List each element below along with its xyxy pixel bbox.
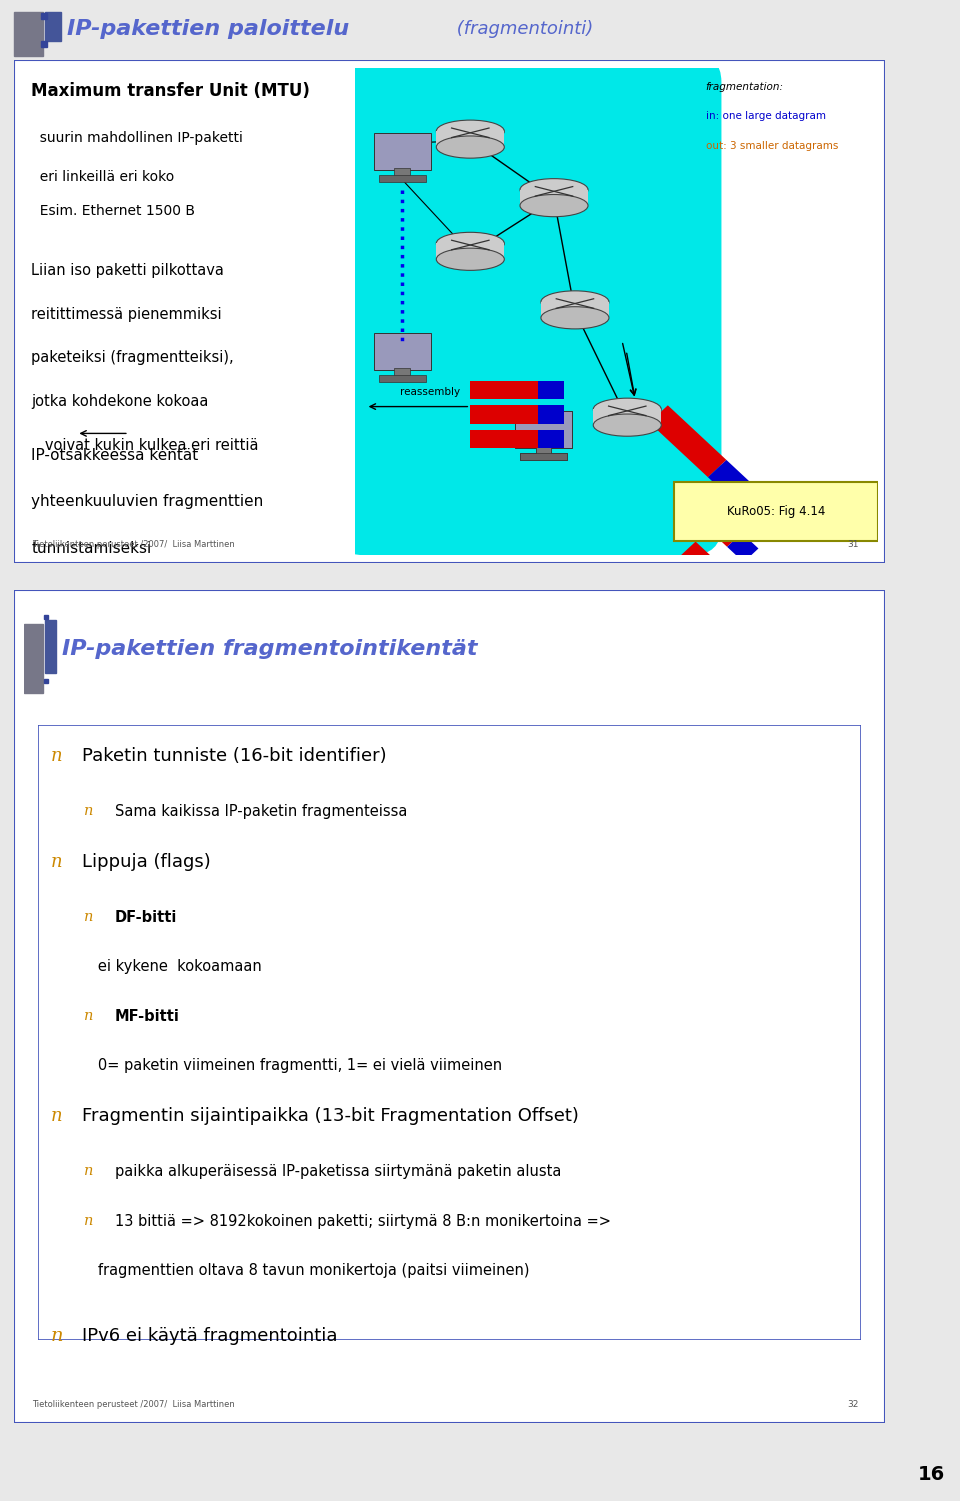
Text: Fragmentin sijaintipaikka (13-bit Fragmentation Offset): Fragmentin sijaintipaikka (13-bit Fragme… — [82, 1108, 579, 1126]
Text: paikka alkuperäisessä IP-paketissa siirtymänä paketin alusta: paikka alkuperäisessä IP-paketissa siirt… — [115, 1165, 562, 1180]
Bar — [395, 168, 410, 177]
Text: n: n — [84, 1165, 93, 1178]
Text: 0= paketin viimeinen fragmentti, 1= ei vielä viimeinen: 0= paketin viimeinen fragmentti, 1= ei v… — [84, 1058, 502, 1073]
Text: reitittimessä pienemmiksi: reitittimessä pienemmiksi — [32, 306, 222, 321]
Text: out: 3 smaller datagrams: out: 3 smaller datagrams — [706, 141, 838, 150]
Text: n: n — [51, 853, 62, 871]
Bar — [727, 533, 758, 563]
Text: in: one large datagram: in: one large datagram — [706, 111, 826, 122]
Bar — [515, 411, 572, 447]
Text: n: n — [51, 1108, 62, 1126]
Text: n: n — [84, 803, 93, 818]
Text: fragmenttien oltava 8 tavun monikertoja (paitsi viimeinen): fragmenttien oltava 8 tavun monikertoja … — [84, 1262, 529, 1277]
Text: IP-pakettien fragmentointikentät: IP-pakettien fragmentointikentät — [62, 639, 478, 659]
Text: DF-bitti: DF-bitti — [115, 910, 178, 925]
Text: 13 bittiä => 8192kokoinen paketti; siirtymä 8 B:n monikertoina =>: 13 bittiä => 8192kokoinen paketti; siirt… — [115, 1214, 611, 1229]
FancyBboxPatch shape — [334, 53, 722, 555]
Bar — [536, 446, 551, 455]
Text: ei kykene  kokoamaan: ei kykene kokoamaan — [84, 959, 261, 974]
Bar — [395, 368, 410, 377]
Bar — [539, 429, 564, 447]
Text: Maximum transfer Unit (MTU): Maximum transfer Unit (MTU) — [32, 83, 310, 101]
Ellipse shape — [436, 248, 504, 270]
Text: n: n — [51, 1327, 63, 1345]
FancyBboxPatch shape — [38, 725, 861, 1340]
Text: 31: 31 — [848, 540, 859, 549]
Text: 16: 16 — [918, 1465, 945, 1484]
FancyBboxPatch shape — [14, 590, 885, 1423]
Text: eri linkeillä eri koko: eri linkeillä eri koko — [32, 170, 175, 185]
Text: Sama kaikissa IP-paketin fragmenteissa: Sama kaikissa IP-paketin fragmenteissa — [115, 803, 407, 818]
Text: suurin mahdollinen IP-paketti: suurin mahdollinen IP-paketti — [32, 131, 244, 146]
Ellipse shape — [520, 179, 588, 201]
Bar — [692, 500, 742, 546]
Text: voivat kukin kulkea eri reittiä: voivat kukin kulkea eri reittiä — [32, 438, 259, 453]
Bar — [45, 620, 56, 672]
Bar — [520, 189, 588, 206]
Text: IP-otsakkeessa kentät: IP-otsakkeessa kentät — [32, 447, 199, 462]
Ellipse shape — [436, 137, 504, 158]
Ellipse shape — [436, 120, 504, 143]
Bar — [436, 131, 504, 147]
Bar — [681, 542, 731, 588]
Text: Paketin tunniste (16-bit identifier): Paketin tunniste (16-bit identifier) — [82, 746, 387, 764]
Text: reassembly: reassembly — [399, 387, 460, 396]
Ellipse shape — [436, 233, 504, 255]
Text: Tietoliikenteen perusteet /2007/  Liisa Marttinen: Tietoliikenteen perusteet /2007/ Liisa M… — [32, 540, 234, 549]
Bar — [649, 405, 727, 477]
Bar — [470, 405, 539, 423]
Ellipse shape — [520, 195, 588, 216]
Text: MF-bitti: MF-bitti — [115, 1009, 180, 1024]
Text: fragmentation:: fragmentation: — [706, 83, 783, 92]
Bar — [593, 410, 661, 425]
Bar — [539, 381, 564, 399]
Text: n: n — [84, 1214, 93, 1228]
Ellipse shape — [540, 291, 609, 314]
Bar — [470, 429, 539, 447]
Bar — [536, 446, 551, 455]
Text: (fragmentointi): (fragmentointi) — [450, 20, 593, 38]
Bar — [373, 134, 431, 170]
Text: Esim. Ethernet 1500 B: Esim. Ethernet 1500 B — [32, 204, 196, 218]
Text: Liian iso paketti pilkottava: Liian iso paketti pilkottava — [32, 263, 225, 278]
Bar — [540, 302, 609, 318]
Bar — [45, 12, 61, 41]
Ellipse shape — [540, 306, 609, 329]
Text: paketeiksi (fragmentteiksi),: paketeiksi (fragmentteiksi), — [32, 350, 234, 365]
Text: jotka kohdekone kokoaa: jotka kohdekone kokoaa — [32, 395, 209, 410]
Bar — [670, 582, 720, 629]
Text: tunnistamiseksi: tunnistamiseksi — [32, 540, 152, 555]
Bar — [470, 381, 539, 399]
Ellipse shape — [593, 398, 661, 420]
Bar — [708, 459, 749, 498]
Ellipse shape — [593, 414, 661, 437]
Text: IPv6 ei käytä fragmentointia: IPv6 ei käytä fragmentointia — [82, 1327, 338, 1345]
Bar — [716, 575, 747, 603]
Text: KuRo05: Fig 4.14: KuRo05: Fig 4.14 — [727, 504, 826, 518]
Text: n: n — [84, 1009, 93, 1022]
Bar — [539, 405, 564, 423]
Bar — [14, 12, 42, 56]
Bar — [705, 615, 736, 645]
Bar — [436, 243, 504, 260]
FancyBboxPatch shape — [674, 482, 878, 540]
Bar — [379, 375, 426, 383]
Text: IP-pakettien paloittelu: IP-pakettien paloittelu — [67, 20, 349, 39]
Bar — [24, 624, 43, 692]
Text: n: n — [51, 746, 62, 764]
Text: Lippuja (flags): Lippuja (flags) — [82, 853, 211, 871]
Text: n: n — [84, 910, 93, 925]
Bar — [379, 174, 426, 182]
Text: 32: 32 — [848, 1400, 859, 1409]
FancyBboxPatch shape — [14, 60, 885, 563]
Bar — [515, 411, 572, 447]
Text: Tietoliikenteen perusteet /2007/  Liisa Marttinen: Tietoliikenteen perusteet /2007/ Liisa M… — [32, 1400, 234, 1409]
Bar — [373, 333, 431, 369]
Bar — [520, 453, 567, 461]
Bar — [520, 453, 567, 461]
Text: yhteenkuuluvien fragmenttien: yhteenkuuluvien fragmenttien — [32, 494, 264, 509]
